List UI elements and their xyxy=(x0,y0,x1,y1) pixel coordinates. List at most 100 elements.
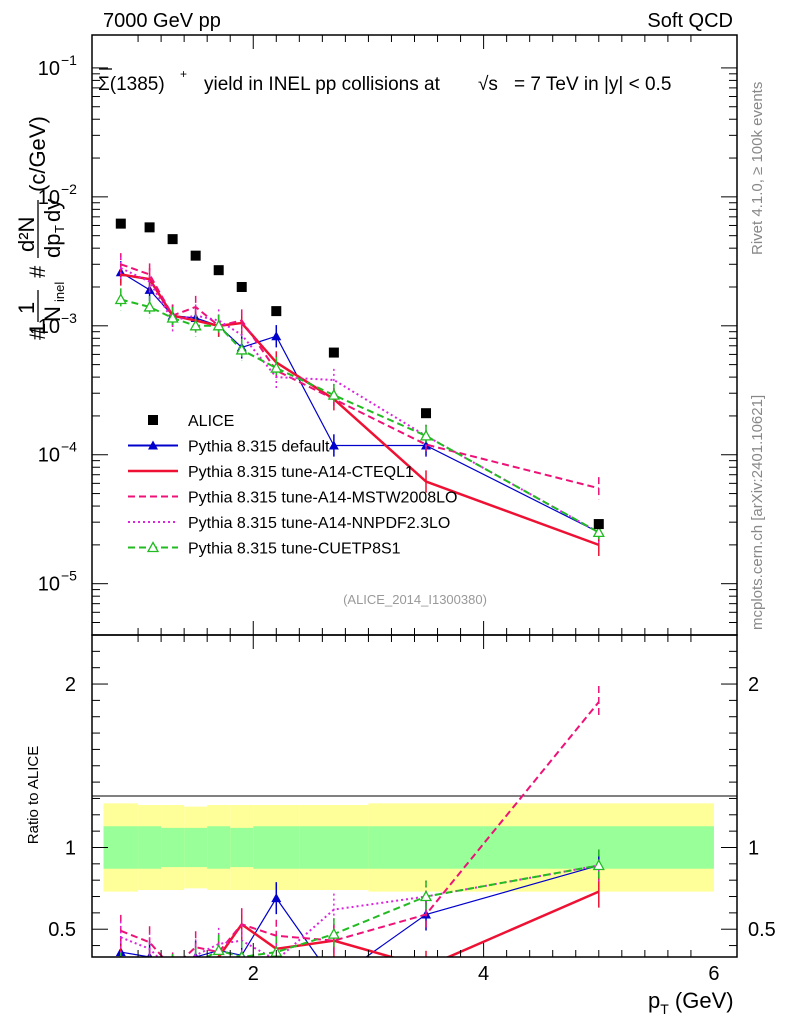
svg-text:dy: dy xyxy=(40,199,65,222)
y-tick-base: 10 xyxy=(38,316,60,338)
svg-text:1: 1 xyxy=(25,323,50,335)
data-point-alice xyxy=(167,234,178,245)
data-point-alice xyxy=(190,250,201,261)
svg-text:pT (GeV): pT (GeV) xyxy=(648,988,734,1017)
y-tick-exponent: −4 xyxy=(61,439,77,455)
y-tick-base: 10 xyxy=(38,574,60,596)
marker-cuetp xyxy=(419,429,433,441)
marker-cuetp xyxy=(327,388,340,400)
y-tick-exponent: −3 xyxy=(61,310,77,326)
ratio-marker-cuetp xyxy=(145,967,155,976)
y-tick-exponent: −2 xyxy=(61,181,77,197)
legend-label-mstw: Pythia 8.315 tune-A14-MSTW2008LO xyxy=(188,490,457,507)
y-tick-base: 10 xyxy=(38,187,60,209)
ratio-marker-cuetp xyxy=(212,944,225,956)
ratio-marker-cuetp xyxy=(191,959,201,968)
title-particle: Σ(1385) xyxy=(98,74,165,95)
ratio-marker-cuetp xyxy=(168,965,178,974)
legend-label-cteq: Pythia 8.315 tune-A14-CTEQL1 xyxy=(188,464,414,481)
title-sqrt-s: √s xyxy=(478,74,498,95)
ratio-y-tick-label: 1 xyxy=(65,837,76,859)
ratio-y-tick-label-right: 0.5 xyxy=(748,919,776,941)
ratio-marker-default xyxy=(329,975,339,984)
title-text: yield in INEL pp collisions at xyxy=(204,74,441,95)
marker-cuetp xyxy=(235,343,248,355)
band-inner-segment xyxy=(368,826,484,869)
data-point-alice xyxy=(213,265,224,276)
series-line-cteq xyxy=(120,273,600,547)
svg-text:1: 1 xyxy=(14,302,39,314)
y-axis-label-main: 1 xyxy=(25,323,50,335)
svg-text:T: T xyxy=(52,225,67,233)
main-series-layer xyxy=(114,218,605,557)
x-tick-label: 2 xyxy=(248,963,259,985)
legend-label-nnpdf: Pythia 8.315 tune-A14-NNPDF2.3LO xyxy=(188,515,450,532)
series-line-cuetp xyxy=(120,298,600,534)
legend-marker-alice xyxy=(148,415,158,425)
svg-text:d²N: d²N xyxy=(14,217,39,252)
axes-ticks: 2 4 610−110−210−310−410 −50.5 0.51 12 2 xyxy=(38,35,776,985)
x-axis-title: pT (GeV) xyxy=(648,988,734,1017)
band-inner-segment xyxy=(161,827,185,868)
ratio-y-tick-label-right: 2 xyxy=(748,674,759,696)
marker-default xyxy=(328,440,339,450)
data-point-alice xyxy=(421,408,432,419)
x-tick-label: 6 xyxy=(708,963,719,985)
marker-cuetp xyxy=(270,361,283,373)
marker-default xyxy=(271,331,282,341)
header-category-label: Soft QCD xyxy=(647,10,733,32)
marker-cuetp xyxy=(189,319,202,331)
svg-text:(c/GeV): (c/GeV) xyxy=(25,116,50,192)
ratio-marker-default xyxy=(168,965,178,974)
y-tick-exponent: −5 xyxy=(61,568,77,584)
plot-title: Σ(1385) + yield in INEL pp collisions at… xyxy=(98,67,671,95)
band-inner-segment xyxy=(207,826,231,869)
x-tick-label: 4 xyxy=(478,963,489,985)
y-tick-label-main: 10 −3 xyxy=(38,310,77,338)
title-rest: = 7 TeV in |y| < 0.5 xyxy=(514,74,671,95)
band-inner-segment xyxy=(103,826,139,869)
data-point-alice xyxy=(236,281,247,292)
band-inner-segment xyxy=(184,827,208,868)
ratio-y-tick-label: 0.5 xyxy=(48,919,76,941)
y-tick-exponent: −1 xyxy=(61,52,77,68)
data-point-alice xyxy=(593,519,604,530)
band-inner-segment xyxy=(253,826,300,869)
legend-label-cuetp: Pythia 8.315 tune-CUETP8S1 xyxy=(188,541,401,558)
ratio-marker-cuetp xyxy=(327,927,340,939)
ratio-y-tick-label: 2 xyxy=(65,674,76,696)
svg-text:dp: dp xyxy=(40,234,65,258)
legend-label-default: Pythia 8.315 default xyxy=(188,439,330,456)
svg-text:N: N xyxy=(40,306,65,322)
data-point-alice xyxy=(271,306,282,317)
svg-text:#: # xyxy=(25,327,50,340)
marker-cuetp xyxy=(114,293,127,305)
title-charge: + xyxy=(180,67,187,81)
marker-cuetp xyxy=(143,300,156,312)
y-tick-label-main: 10 −5 xyxy=(38,568,77,596)
marker-cuetp xyxy=(166,311,179,323)
mcplots-credit-label: mcplots.cern.ch [arXiv:2401.10621] xyxy=(749,395,766,630)
analysis-id-label: (ALICE_2014_I1300380) xyxy=(343,592,487,607)
ratio-uncertainty-band xyxy=(103,803,714,892)
y-tick-label-main: 10 −1 xyxy=(38,52,77,80)
legend-label-alice: ALICE xyxy=(188,413,234,430)
svg-text:inel: inel xyxy=(52,282,67,302)
legend-marker-default xyxy=(148,440,158,450)
svg-text:#: # xyxy=(25,265,50,278)
series-line-mstw xyxy=(120,263,600,490)
band-inner-segment xyxy=(138,826,162,869)
marker-cuetp xyxy=(212,319,225,331)
ratio-marker-cuetp xyxy=(116,963,126,972)
y-tick-label-main: 10 −2 xyxy=(38,181,77,209)
y-tick-base: 10 xyxy=(38,58,60,80)
y-tick-label-main: 10 −4 xyxy=(38,439,77,467)
data-point-alice xyxy=(144,222,155,233)
marker-cuetp xyxy=(592,526,605,538)
ratio-marker-default xyxy=(271,893,282,903)
ratio-marker-cuetp xyxy=(592,859,605,871)
y-axis-title-ratio: Ratio to ALICE xyxy=(25,746,42,844)
legend: ALICE Pythia 8.315 default Pythia 8.315 tu… xyxy=(128,413,457,558)
